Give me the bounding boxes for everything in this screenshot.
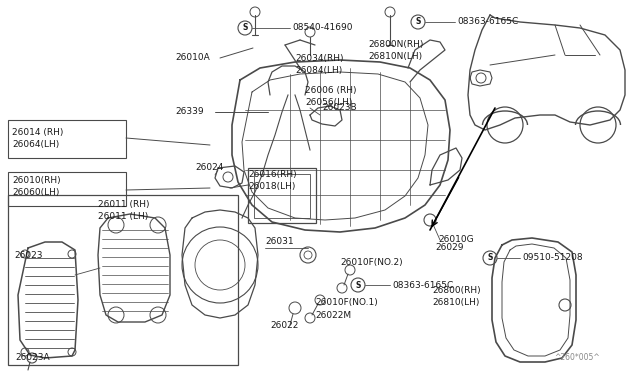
Text: S: S — [487, 253, 493, 263]
Text: 26022M: 26022M — [315, 311, 351, 320]
Text: 26022: 26022 — [270, 321, 298, 330]
Bar — [8, 195, 238, 365]
Bar — [8, 120, 126, 158]
Text: 26034(RH): 26034(RH) — [295, 54, 344, 62]
Text: 26023: 26023 — [14, 250, 42, 260]
Text: S: S — [355, 280, 361, 289]
Text: 26010A: 26010A — [175, 54, 210, 62]
Text: 08540-41690: 08540-41690 — [292, 23, 353, 32]
Text: 26029: 26029 — [435, 244, 463, 253]
Bar — [248, 168, 316, 223]
Text: 26084(LH): 26084(LH) — [295, 65, 342, 74]
Text: 26011 (RH): 26011 (RH) — [98, 201, 150, 209]
Text: 26056(LH): 26056(LH) — [305, 97, 353, 106]
Text: 26014 (RH): 26014 (RH) — [12, 128, 63, 137]
Text: ^260*005^: ^260*005^ — [554, 353, 600, 362]
Text: 26018(LH): 26018(LH) — [248, 183, 296, 192]
Bar — [8, 172, 126, 206]
Text: 26010F(NO.1): 26010F(NO.1) — [315, 298, 378, 307]
Text: 26016(RH): 26016(RH) — [248, 170, 296, 180]
Text: 26024: 26024 — [195, 164, 223, 173]
Text: 26023A: 26023A — [15, 353, 50, 362]
Text: 09510-51208: 09510-51208 — [522, 253, 582, 263]
Text: 26810N(LH): 26810N(LH) — [368, 52, 422, 61]
Text: 26010G: 26010G — [438, 235, 474, 244]
Text: 26006 (RH): 26006 (RH) — [305, 86, 356, 94]
Text: 26800N(RH): 26800N(RH) — [368, 41, 424, 49]
Text: 26060(LH): 26060(LH) — [12, 187, 60, 196]
Text: 26010F(NO.2): 26010F(NO.2) — [340, 257, 403, 266]
Text: 26023B: 26023B — [322, 103, 356, 112]
Text: S: S — [243, 23, 248, 32]
Text: 26810(LH): 26810(LH) — [432, 298, 479, 307]
Text: 26064(LH): 26064(LH) — [12, 141, 60, 150]
Text: 26011 (LH): 26011 (LH) — [98, 212, 148, 221]
Text: 26800(RH): 26800(RH) — [432, 285, 481, 295]
Text: 26339: 26339 — [175, 108, 204, 116]
Text: S: S — [415, 17, 420, 26]
Text: 08363-6165C: 08363-6165C — [457, 17, 518, 26]
Text: 26010(RH): 26010(RH) — [12, 176, 61, 185]
Text: 08363-6165C: 08363-6165C — [392, 280, 453, 289]
Bar — [254, 174, 310, 218]
Text: 26031: 26031 — [265, 237, 294, 247]
